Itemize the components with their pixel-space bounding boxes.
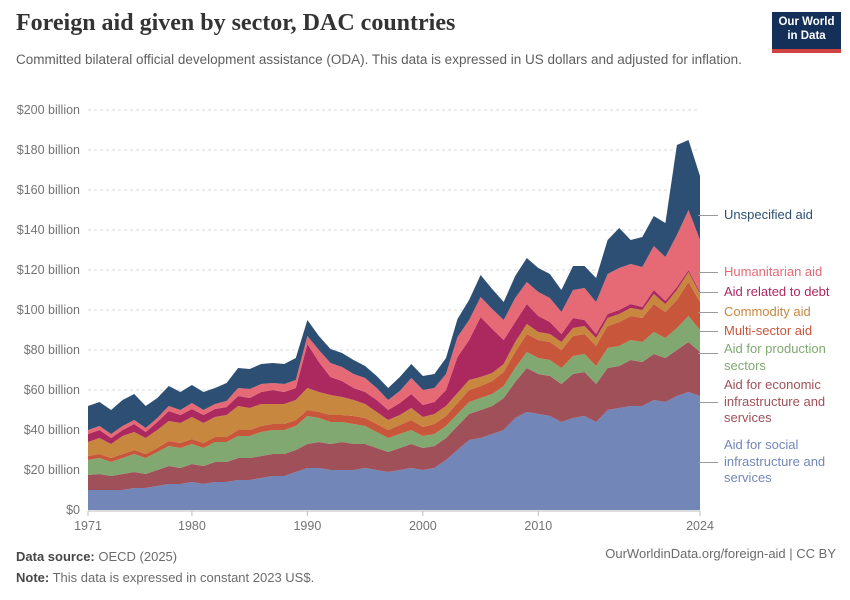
x-axis-label: 2010 bbox=[524, 519, 552, 533]
y-axis-label: $120 billion bbox=[17, 263, 80, 277]
legend-connector bbox=[698, 331, 718, 332]
legend-connector bbox=[698, 462, 718, 463]
legend-connector bbox=[698, 272, 718, 273]
area-aid-for-economic-infrastructure-and-services[interactable] bbox=[88, 342, 700, 490]
area-aid-related-to-debt[interactable] bbox=[88, 270, 700, 444]
x-axis-label: 1990 bbox=[293, 519, 321, 533]
page-title: Foreign aid given by sector, DAC countri… bbox=[16, 10, 456, 36]
legend-connector bbox=[698, 312, 718, 313]
y-axis-label: $200 billion bbox=[17, 103, 80, 117]
note-value: This data is expressed in constant 2023 … bbox=[49, 570, 315, 585]
owid-logo-line1: Our World bbox=[778, 16, 835, 28]
legend-item-aid-for-social-infrastructure[interactable]: Aid for social infrastructure and servic… bbox=[698, 437, 848, 487]
owid-logo[interactable]: Our World in Data bbox=[772, 12, 841, 53]
legend-item-aid-related-to-debt[interactable]: Aid related to debt bbox=[698, 284, 848, 301]
legend-connector bbox=[698, 292, 718, 293]
note-line: Note: This data is expressed in constant… bbox=[16, 567, 314, 588]
chart-subtitle: Committed bilateral official development… bbox=[16, 52, 742, 67]
legend-label: Commodity aid bbox=[724, 304, 811, 319]
x-axis-label: 1980 bbox=[178, 519, 206, 533]
legend-item-aid-for-economic-infrastructure[interactable]: Aid for economic infrastructure and serv… bbox=[698, 377, 848, 427]
y-axis-label: $20 billion bbox=[24, 463, 80, 477]
data-source-value: OECD (2025) bbox=[94, 549, 178, 564]
owid-citation-link[interactable]: OurWorldinData.org/foreign-aid | CC BY bbox=[605, 546, 836, 561]
x-axis-label: 2024 bbox=[686, 519, 714, 533]
legend-label: Unspecified aid bbox=[724, 207, 813, 222]
y-axis-label: $60 billion bbox=[24, 383, 80, 397]
legend-label: Humanitarian aid bbox=[724, 264, 823, 279]
y-axis-label: $40 billion bbox=[24, 423, 80, 437]
area-commodity-aid[interactable] bbox=[88, 272, 700, 458]
legend-item-aid-for-production-sectors[interactable]: Aid for production sectors bbox=[698, 341, 848, 374]
y-axis-label: $80 billion bbox=[24, 343, 80, 357]
y-axis-label: $180 billion bbox=[17, 143, 80, 157]
data-source-label: Data source: bbox=[16, 549, 95, 564]
data-source-line: Data source: OECD (2025) bbox=[16, 546, 314, 567]
legend-item-commodity-aid[interactable]: Commodity aid bbox=[698, 304, 848, 321]
x-axis-label: 1971 bbox=[74, 519, 102, 533]
y-axis-label: $160 billion bbox=[17, 183, 80, 197]
legend-item-humanitarian-aid[interactable]: Humanitarian aid bbox=[698, 264, 848, 281]
y-axis-label: $100 billion bbox=[17, 303, 80, 317]
legend-label: Aid related to debt bbox=[724, 284, 830, 299]
legend-label: Aid for social infrastructure and servic… bbox=[724, 437, 826, 485]
y-axis-label: $0 bbox=[66, 503, 80, 517]
legend-connector bbox=[698, 402, 718, 403]
legend-label: Multi-sector aid bbox=[724, 323, 813, 338]
note-label: Note: bbox=[16, 570, 50, 585]
x-axis-label: 2000 bbox=[409, 519, 437, 533]
owid-logo-line2: in Data bbox=[787, 30, 826, 42]
legend-connector bbox=[698, 215, 718, 216]
legend-item-multi-sector-aid[interactable]: Multi-sector aid bbox=[698, 323, 848, 340]
legend-item-unspecified-aid[interactable]: Unspecified aid bbox=[698, 207, 848, 224]
chart-footer: Data source: OECD (2025) Note: This data… bbox=[16, 546, 314, 588]
legend-connector bbox=[698, 353, 718, 354]
y-axis-label: $140 billion bbox=[17, 223, 80, 237]
area-unspecified-aid[interactable] bbox=[88, 140, 700, 434]
legend-label: Aid for economic infrastructure and serv… bbox=[724, 377, 826, 425]
area-aid-for-social-infrastructure-and-services[interactable] bbox=[88, 392, 700, 510]
legend-label: Aid for production sectors bbox=[724, 341, 826, 373]
